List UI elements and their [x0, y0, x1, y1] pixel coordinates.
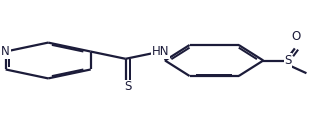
Text: HN: HN [152, 45, 169, 58]
Text: S: S [285, 54, 292, 67]
Text: O: O [292, 30, 301, 43]
Text: S: S [124, 80, 131, 94]
Text: N: N [1, 45, 10, 58]
